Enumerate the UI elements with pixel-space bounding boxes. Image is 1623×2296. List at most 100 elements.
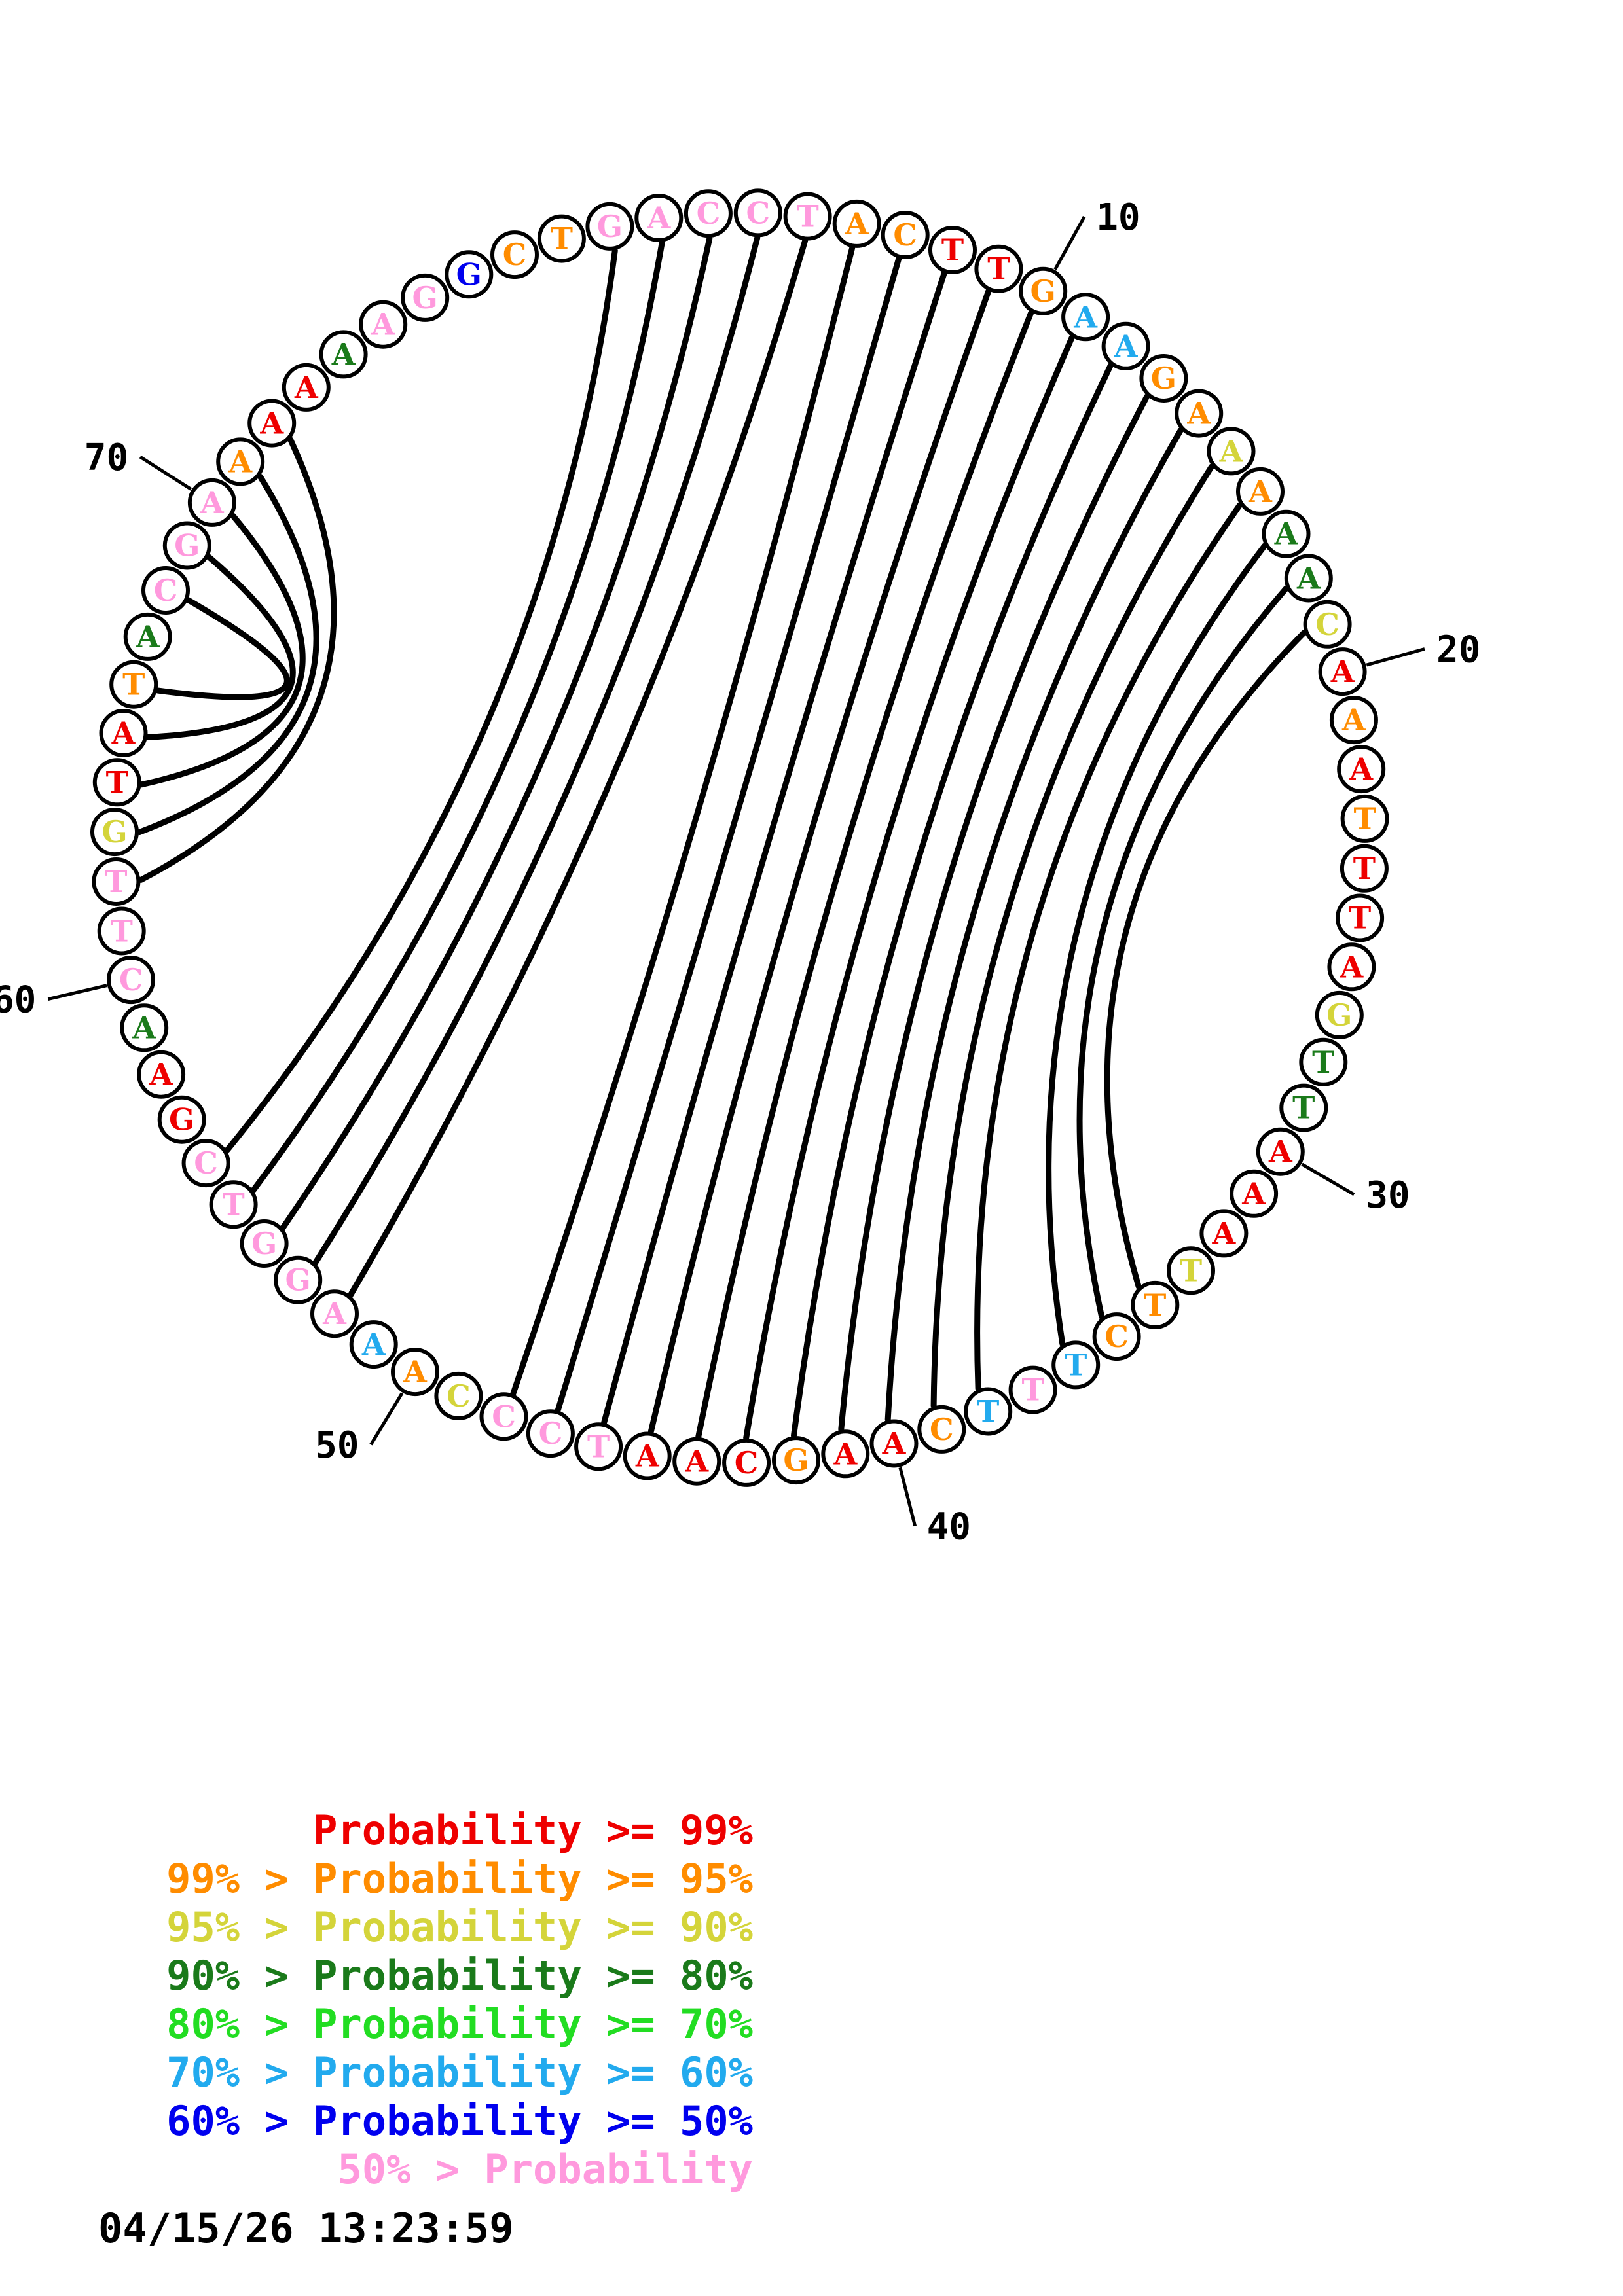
nucleotide-letter: G <box>169 1102 194 1138</box>
base-pair-arc <box>1076 585 1289 1320</box>
nucleotide-circle <box>310 1289 359 1338</box>
leader-line <box>1366 647 1425 667</box>
legend-row: 50% > Probability <box>337 2145 753 2193</box>
circle-plot-svg: G A C C T A C TTGAAGAAAAACAAATTTAGTTAAATTCTTTCA… <box>0 188 1480 1549</box>
base-pair-arc <box>930 463 1215 1409</box>
base-pair-arc <box>838 393 1150 1433</box>
nucleotide-circle <box>574 1422 623 1471</box>
nucleotide-circle <box>187 478 236 527</box>
nucleotide-letter: T <box>987 251 1010 287</box>
nucleotide-letter: C <box>1104 1319 1129 1354</box>
position-number: 20 <box>1436 629 1480 672</box>
position-number: 60 <box>0 979 36 1022</box>
leader-line <box>898 1467 917 1527</box>
nucleotide-circle <box>722 1438 771 1487</box>
legend-row: 95% > Probability >= 90% <box>166 1903 753 1951</box>
nucleotide-letter: T <box>1065 1347 1087 1382</box>
nucleotide-letter: A <box>1241 1176 1266 1211</box>
nucleotide-letter: A <box>136 619 160 655</box>
base-pair-arc <box>601 270 947 1426</box>
nucleotide-letter: T <box>1312 1045 1334 1080</box>
legend-row: 99% > Probability >= 95% <box>166 1855 753 1903</box>
nucleotide-letter: A <box>833 1436 858 1471</box>
nucleotide-circle <box>109 660 158 709</box>
nucleotide-circle <box>247 399 297 448</box>
position-number: 40 <box>927 1506 971 1549</box>
base-pair-arc <box>136 473 319 835</box>
nucleotide-letter: A <box>331 336 356 372</box>
nucleotide-letter: A <box>882 1426 907 1462</box>
nucleotide-letter: C <box>746 195 770 230</box>
nucleotide-letter: C <box>154 573 178 608</box>
nucleotide-circle <box>319 330 368 379</box>
nucleotide-letter: T <box>106 764 128 800</box>
nucleotide-circle <box>479 1392 528 1441</box>
nucleotide-circle <box>1131 1280 1180 1329</box>
position-number: 70 <box>84 437 128 479</box>
nucleotide-letter: T <box>1292 1090 1315 1126</box>
nucleotide-letter: T <box>587 1429 610 1464</box>
nucleotide-circle <box>672 1437 721 1486</box>
nucleotide-circle <box>1303 600 1352 649</box>
nucleotide-letter: A <box>1330 654 1355 689</box>
nucleotide-circle <box>445 250 494 299</box>
nucleotide-circle <box>1061 293 1110 342</box>
nucleotide-circle <box>162 521 211 570</box>
nucleotide-circle <box>209 1180 258 1229</box>
base-pair-arc <box>555 256 902 1413</box>
nucleotide-circle <box>92 758 141 807</box>
nucleotide-circle <box>1318 647 1367 696</box>
nucleotide-letter: T <box>122 667 145 702</box>
nucleotide-letter: G <box>597 209 623 244</box>
nucleotide-circle <box>490 230 539 279</box>
nucleotide-letter: T <box>111 914 133 949</box>
nucleotide-letter: A <box>294 370 319 405</box>
nucleotide-letter: C <box>697 196 721 231</box>
nucleotide-circle <box>1092 1312 1141 1361</box>
nucleotide-letter: G <box>412 280 438 315</box>
nucleotide-circle <box>974 244 1023 293</box>
nucleotide-circle <box>274 1255 323 1304</box>
base-pair-arc <box>695 310 1034 1440</box>
nucleotide-letter: A <box>1073 299 1098 334</box>
leader-line <box>1053 215 1086 270</box>
nucleotide-circle <box>1315 990 1364 1039</box>
position-number-labels: 10 20 30 40 50 60 70 <box>0 196 1480 1548</box>
nucleotide-letter: T <box>1353 801 1376 836</box>
legend-row: 70% > Probability >= 60% <box>166 2049 753 2096</box>
base-pair-arc <box>647 288 992 1435</box>
nucleotide-letter: A <box>132 1010 156 1045</box>
nucleotide-circle <box>881 211 930 259</box>
probability-legend: Probability >= 99% 99% > Probability >= 9… <box>98 1806 949 2194</box>
nucleotide-letter: A <box>646 200 671 236</box>
nucleotide-circle <box>107 956 155 1005</box>
nucleotide-circle <box>1139 354 1188 403</box>
nucleotide-letter: C <box>194 1145 218 1181</box>
nucleotide-letter: G <box>783 1443 809 1478</box>
nucleotide-letter: A <box>1248 474 1273 509</box>
nucleotide-nodes: G A C C T A C TTGAAGAAAAACAAATTTAGTTAAATTCTTTCA… <box>90 188 1389 1487</box>
nucleotide-letter: T <box>1353 851 1376 886</box>
nucleotide-letter: A <box>322 1296 347 1331</box>
nucleotide-circle <box>349 1320 398 1369</box>
nucleotide-circle <box>1262 509 1311 558</box>
nucleotide-circle <box>917 1405 966 1454</box>
nucleotide-circle <box>772 1436 820 1485</box>
nucleotide-letter: A <box>259 406 284 441</box>
base-pair-arc <box>743 334 1075 1441</box>
nucleotide-letter: T <box>941 232 964 268</box>
nucleotide-circle <box>684 189 733 238</box>
legend-row: 60% > Probability >= 50% <box>166 2097 753 2145</box>
leader-line <box>369 1392 404 1446</box>
nucleotide-letter: C <box>539 1416 563 1451</box>
nucleotide-circle <box>634 194 684 242</box>
base-pair-arc <box>280 235 713 1230</box>
nucleotide-circle <box>99 709 148 757</box>
nucleotide-letter: C <box>893 217 917 253</box>
base-pair-arc <box>1104 630 1307 1289</box>
nucleotide-circle <box>1329 696 1378 745</box>
base-pair-arc <box>312 234 761 1266</box>
nucleotide-letter: A <box>111 715 136 751</box>
nucleotide-letter: T <box>1180 1253 1202 1288</box>
nucleotide-letter: T <box>796 199 818 234</box>
